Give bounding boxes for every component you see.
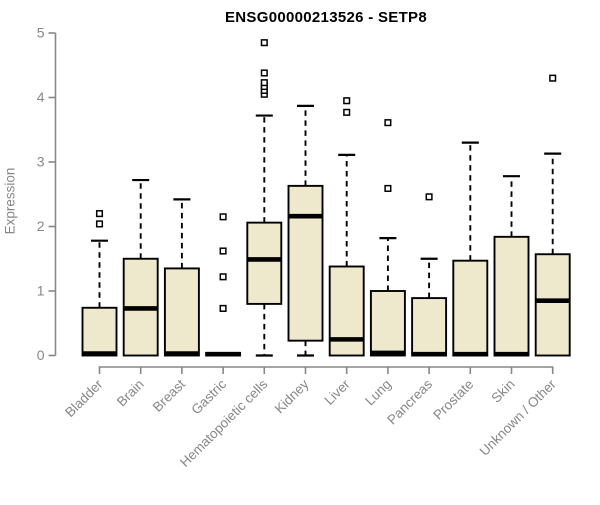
iqr-box [246, 221, 283, 305]
outlier-point [549, 74, 557, 82]
x-tick-label: Prostate [430, 377, 476, 423]
boxplot-group [411, 193, 448, 357]
boxplot-group [81, 210, 118, 357]
outlier-point [384, 119, 392, 127]
outlier-point [219, 247, 227, 255]
iqr-box [287, 184, 324, 342]
x-tick-label: Lung [362, 377, 394, 409]
x-tick-label: Unknown / Other [477, 376, 560, 459]
boxplot-group [122, 178, 159, 357]
boxplot-group [163, 198, 200, 357]
y-tick-label: 4 [37, 89, 45, 105]
x-tick-label: Liver [322, 376, 354, 408]
outlier-point [219, 304, 227, 312]
outlier-point [95, 210, 104, 218]
outlier-point [343, 97, 351, 105]
outlier-point [260, 39, 268, 47]
iqr-box [369, 290, 406, 357]
outlier-point [95, 220, 104, 228]
boxplot-group [246, 39, 283, 357]
boxplot-group [328, 97, 365, 357]
outlier-point [343, 108, 351, 116]
x-tick-label: Brain [114, 377, 147, 410]
boxplot-group [493, 175, 530, 357]
boxplot-group [452, 141, 489, 357]
x-tick-label: Bladder [62, 376, 106, 420]
x-tick-label: Breast [150, 376, 188, 414]
boxplot-group [369, 119, 406, 357]
iqr-box [411, 297, 448, 357]
x-tick-label: Pancreas [384, 376, 435, 427]
y-tick-label: 5 [37, 25, 45, 41]
y-tick-label: 2 [37, 218, 45, 234]
x-tick-label: Kidney [272, 376, 312, 416]
iqr-box [163, 267, 200, 357]
chart-title: ENSG00000213526 - SETP8 [224, 9, 428, 26]
boxplot-group [205, 213, 242, 357]
iqr-box [534, 253, 571, 357]
x-tick-label: Gastric [188, 376, 229, 417]
x-tick-label: Skin [488, 377, 517, 406]
outlier-point [219, 213, 227, 221]
outlier-point [219, 273, 227, 281]
boxplot-group [534, 74, 571, 357]
iqr-box [452, 259, 489, 357]
y-tick-label: 3 [37, 154, 45, 170]
iqr-box [81, 306, 118, 357]
iqr-box [493, 235, 530, 357]
outlier-point [384, 184, 392, 192]
outlier-point [260, 79, 268, 87]
outlier-point [425, 193, 433, 201]
outlier-point [260, 69, 268, 77]
y-axis-title: Expression [2, 167, 18, 235]
y-tick-label: 0 [37, 347, 45, 363]
y-tick-label: 1 [37, 283, 45, 299]
iqr-box [328, 265, 365, 357]
boxplot-group [287, 104, 324, 357]
